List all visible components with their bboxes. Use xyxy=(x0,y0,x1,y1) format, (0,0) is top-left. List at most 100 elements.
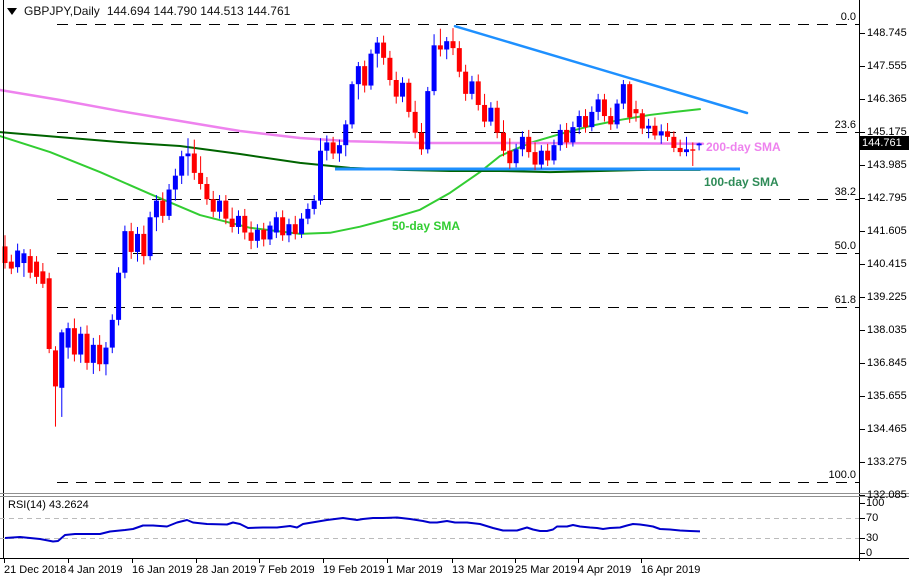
time-axis-label: 28 Jan 2019 xyxy=(196,564,257,576)
candle-body xyxy=(500,132,506,151)
price-axis-label: 145.175 xyxy=(867,126,907,138)
candle-body xyxy=(475,81,481,105)
rsi-axis-label: 70 xyxy=(866,512,879,524)
candle-body xyxy=(671,136,677,148)
fib-label-100.0: 100.0 xyxy=(828,468,856,481)
time-axis-label: 7 Feb 2019 xyxy=(259,564,315,576)
price-axis-label: 140.415 xyxy=(867,258,907,270)
rsi-axis-label: 0 xyxy=(866,547,873,559)
fib-label-0.0: 0.0 xyxy=(840,10,856,23)
candle-body xyxy=(431,45,437,92)
candle-body xyxy=(665,131,671,137)
price-axis-label: 136.845 xyxy=(867,357,907,369)
candle-body xyxy=(147,217,153,257)
candle-body xyxy=(172,175,178,190)
candle-body xyxy=(336,145,342,154)
candle-body xyxy=(65,328,71,348)
candle-body xyxy=(519,136,525,150)
time-axis-label: 13 Mar 2019 xyxy=(452,564,514,576)
candle-body xyxy=(696,143,702,146)
candle-body xyxy=(627,84,633,118)
candle-body xyxy=(185,153,191,157)
time-axis-label: 25 Mar 2019 xyxy=(515,564,577,576)
candle-body xyxy=(538,150,544,165)
price-axis-label: 147.555 xyxy=(867,60,907,72)
price-axis-label: 134.465 xyxy=(867,423,907,435)
candle-body xyxy=(463,71,469,94)
price-axis-label: 139.225 xyxy=(867,291,907,303)
candle-body xyxy=(639,113,645,129)
symbol-period-label: GBPJPY,Daily xyxy=(24,4,100,18)
fib-label-61.8: 61.8 xyxy=(834,293,856,306)
candle-body xyxy=(286,224,292,236)
rsi-line xyxy=(4,516,701,543)
candle-body xyxy=(400,82,406,97)
candle-body xyxy=(393,80,399,97)
candle-body xyxy=(52,350,58,387)
candle-body xyxy=(545,150,551,161)
candle-body xyxy=(601,99,607,117)
price-axis-label: 133.275 xyxy=(867,456,907,468)
candle-body xyxy=(652,125,658,136)
candle-body xyxy=(513,149,519,164)
current-price-tag: 144.761 xyxy=(860,136,909,150)
candle-body xyxy=(153,200,159,218)
candle-body xyxy=(387,57,393,81)
candle-body xyxy=(532,152,538,165)
candle-body xyxy=(608,116,614,125)
candle-body xyxy=(683,149,689,153)
symbol-dropdown-icon xyxy=(7,7,17,15)
candle-body xyxy=(526,136,532,153)
candle-body xyxy=(116,272,122,320)
candle-body xyxy=(40,271,46,284)
price-axis-label: 135.655 xyxy=(867,390,907,402)
candle-body xyxy=(318,150,323,201)
sma200-line xyxy=(0,88,705,146)
candle-body xyxy=(59,332,65,388)
candle-body xyxy=(564,129,570,143)
candle-body xyxy=(343,124,349,146)
rsi-indicator-label: RSI(14) 43.2624 xyxy=(8,499,89,511)
candle-body xyxy=(235,215,241,227)
candle-body xyxy=(160,200,166,216)
price-axis-label: 146.365 xyxy=(867,93,907,105)
price-axis-label: 148.745 xyxy=(867,27,907,39)
price-axis-label: 132.085 xyxy=(867,489,907,501)
candle-body xyxy=(46,278,52,349)
candle-body xyxy=(292,224,298,234)
candle-body xyxy=(646,125,652,129)
candle-body xyxy=(507,150,513,164)
candle-body xyxy=(248,232,254,241)
candle-body xyxy=(494,107,500,133)
candle-body xyxy=(223,200,229,219)
price-axis-label: 142.795 xyxy=(867,192,907,204)
candle-body xyxy=(84,333,90,363)
candle-body xyxy=(690,149,696,151)
candle-body xyxy=(488,107,494,122)
candle-body xyxy=(330,142,336,154)
candle-body xyxy=(8,261,14,269)
time-axis-label: 16 Jan 2019 xyxy=(132,564,193,576)
candle-body xyxy=(166,189,172,216)
candle-body xyxy=(198,172,204,184)
candle-body xyxy=(71,328,77,355)
candle-body xyxy=(90,344,96,363)
candle-body xyxy=(141,233,147,257)
fib-label-50.0: 50.0 xyxy=(834,239,856,252)
candle-body xyxy=(179,156,185,176)
candle-body xyxy=(551,145,557,161)
time-axis-label: 1 Mar 2019 xyxy=(387,564,443,576)
candle-body xyxy=(21,253,27,264)
fib-label-38.2: 38.2 xyxy=(834,185,856,198)
price-axis-label: 143.985 xyxy=(867,159,907,171)
sma200-label: 200-day SMA xyxy=(706,140,781,154)
candle-body xyxy=(267,225,273,240)
candle-body xyxy=(450,41,456,49)
candle-body xyxy=(15,250,21,268)
candle-body xyxy=(482,104,488,122)
rsi-axis-label: 100 xyxy=(866,497,885,509)
candle-body xyxy=(122,231,128,273)
candle-body xyxy=(576,116,582,128)
